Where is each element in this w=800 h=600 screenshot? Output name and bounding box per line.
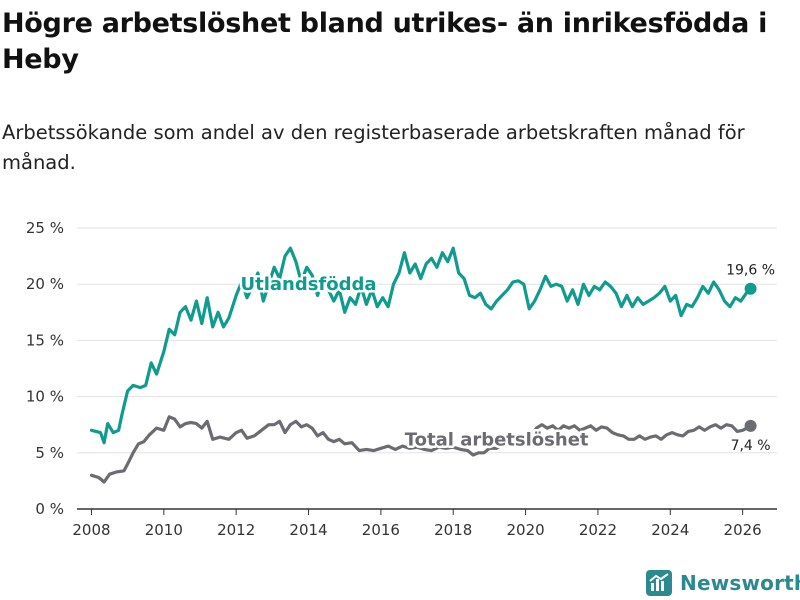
x-tick-label: 2016: [362, 521, 400, 539]
y-tick-label: 15 %: [26, 331, 64, 349]
series-lines: [89, 246, 757, 484]
y-tick-label: 25 %: [26, 219, 64, 237]
newsworthy-brand[interactable]: Newsworthy: [646, 568, 800, 598]
grid-lines: [77, 227, 777, 510]
chart-title: Högre arbetslöshet bland utrikes- än inr…: [2, 8, 768, 75]
y-tick-label: 10 %: [26, 388, 64, 406]
x-tick-label: 2018: [434, 521, 472, 539]
x-tick-label: 2012: [217, 521, 255, 539]
y-tick-label: 20 %: [26, 275, 64, 293]
x-tick-label: 2010: [145, 521, 183, 539]
brand-name: Newsworthy: [680, 571, 800, 595]
x-tick-label: 2020: [506, 521, 544, 539]
series-line-total-arbetsl-shet: [89, 415, 753, 484]
y-axis-ticks: 0 % 5 % 10 % 15 % 20 % 25 %: [26, 219, 64, 518]
newsworthy-logo-icon: [646, 570, 672, 596]
end-point-marker: [744, 419, 757, 432]
end-value-label: 19,6 %: [726, 263, 775, 279]
x-tick-label: 2014: [289, 521, 327, 539]
series-labels: 19,6 % 7,4 % Utlandsfödda Total arbetslöshe…: [238, 263, 775, 454]
end-value-label: 7,4 %: [731, 438, 771, 454]
series-line-utlandsf-dda: [89, 246, 753, 445]
x-tick-label: 2024: [651, 521, 689, 539]
x-tick-label: 2022: [579, 521, 617, 539]
x-tick-label: 2026: [724, 521, 762, 539]
chart-subtitle: Arbetssökande som andel av den registerb…: [2, 121, 745, 174]
series-label-total-arbetsl-shet: Total arbetslöshet: [405, 429, 589, 450]
series-label-utlandsf-dda: Utlandsfödda: [240, 274, 376, 295]
x-axis-ticks: 2008 2010 2012 2014 2016 2018 2020 2022 2024 2026: [72, 509, 762, 539]
x-tick-label: 2008: [72, 521, 110, 539]
end-point-marker: [744, 282, 757, 295]
y-tick-label: 5 %: [35, 444, 64, 462]
y-tick-label: 0 %: [35, 500, 64, 518]
